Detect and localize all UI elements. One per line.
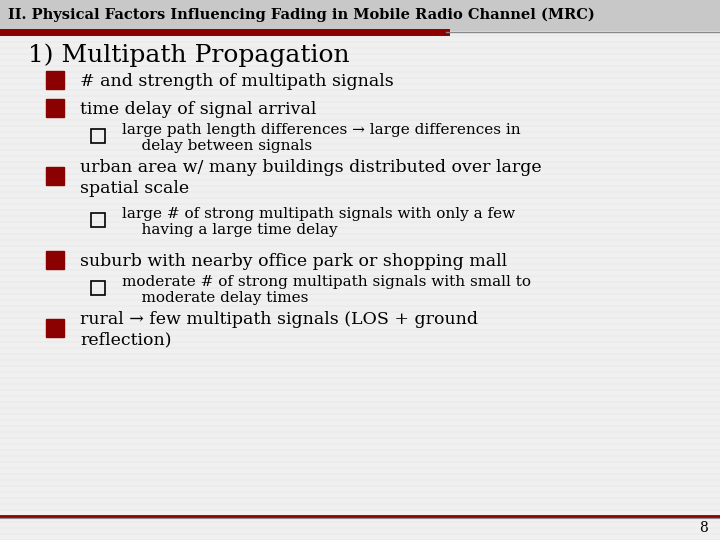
Bar [46, 71, 64, 89]
Bar [91, 213, 105, 227]
Text: II. Physical Factors Influencing Fading in Mobile Radio Channel (MRC): II. Physical Factors Influencing Fading … [8, 8, 595, 22]
Text: 1) Multipath Propagation: 1) Multipath Propagation [28, 43, 350, 67]
Bar [46, 167, 64, 185]
Text: large # of strong multipath signals with only a few
    having a large time dela: large # of strong multipath signals with… [122, 207, 515, 238]
Bar [46, 251, 64, 269]
Text: time delay of signal arrival: time delay of signal arrival [80, 102, 316, 118]
Bar [0, 0, 720, 30]
Bar [46, 319, 64, 337]
Text: moderate # of strong multipath signals with small to
    moderate delay times: moderate # of strong multipath signals w… [122, 275, 531, 306]
Text: suburb with nearby office park or shopping mall: suburb with nearby office park or shoppi… [80, 253, 507, 271]
Bar [91, 281, 105, 295]
Text: 8: 8 [699, 521, 708, 535]
Text: rural → few multipath signals (LOS + ground
reflection): rural → few multipath signals (LOS + gro… [80, 312, 478, 349]
Text: urban area w/ many buildings distributed over large
spatial scale: urban area w/ many buildings distributed… [80, 159, 541, 197]
Text: large path length differences → large differences in
    delay between signals: large path length differences → large di… [122, 123, 521, 153]
Text: # and strength of multipath signals: # and strength of multipath signals [80, 73, 394, 91]
Bar [46, 99, 64, 117]
Bar [91, 129, 105, 143]
